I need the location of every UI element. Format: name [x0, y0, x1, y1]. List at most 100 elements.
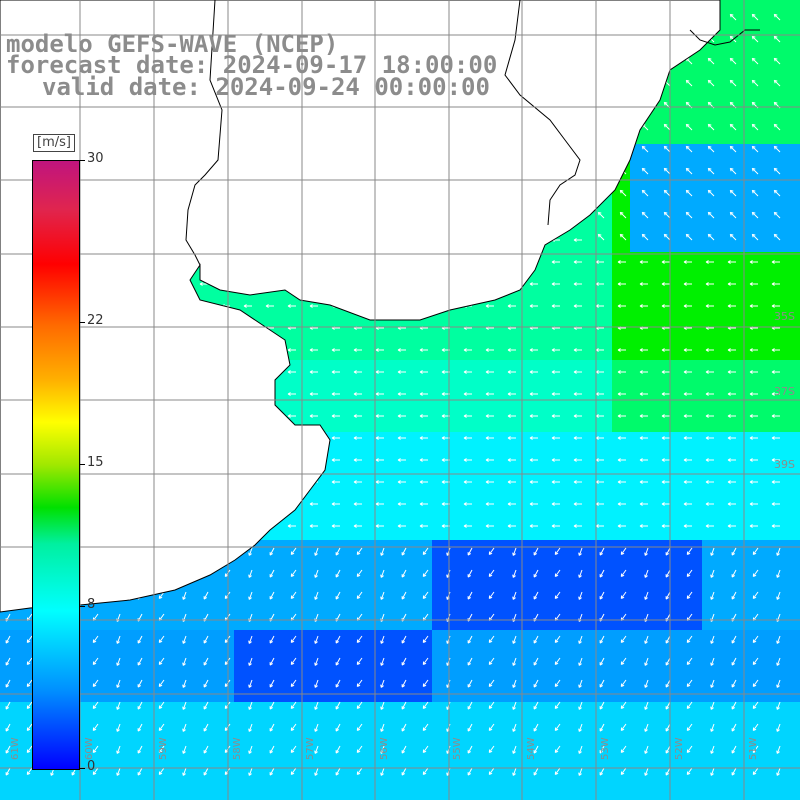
wind-arrow [26, 613, 33, 621]
field-cell [144, 684, 162, 702]
field-cell [630, 252, 648, 270]
field-cell [540, 432, 558, 450]
field-cell [558, 522, 576, 540]
wind-arrow-head [529, 371, 533, 374]
field-cell [612, 666, 630, 684]
field-cell [324, 576, 342, 594]
field-cell [18, 630, 36, 648]
wind-arrow-head [375, 371, 379, 374]
field-cell [414, 486, 432, 504]
field-cell [360, 702, 378, 720]
field-cell [594, 252, 612, 270]
field-cell [558, 360, 576, 378]
field-cell [738, 522, 756, 540]
field-cell [648, 126, 666, 144]
wind-arrow-head [771, 437, 775, 440]
field-cell [306, 558, 324, 576]
wind-arrow [314, 569, 319, 578]
wind-arrow-head [573, 261, 577, 264]
wind-arrow-head [489, 552, 493, 555]
field-cell [522, 756, 540, 774]
field-cell [792, 450, 800, 468]
wind-arrow-head [597, 212, 600, 216]
wind-arrow [663, 233, 671, 241]
wind-arrow-head [617, 349, 621, 352]
wind-arrow-head [749, 437, 753, 440]
field-cell [702, 666, 720, 684]
field-cell [558, 486, 576, 504]
field-cell [180, 756, 198, 774]
field-cell [792, 702, 800, 720]
field-cell [252, 666, 270, 684]
field-cell [216, 774, 234, 792]
field-cell [522, 522, 540, 540]
wind-arrow-head [683, 393, 687, 396]
wind-arrow-head [661, 415, 665, 418]
field-cell [216, 684, 234, 702]
field-cell [612, 450, 630, 468]
wind-arrow-head [727, 305, 731, 308]
wind-arrow [729, 233, 737, 241]
field-cell [342, 666, 360, 684]
wind-arrow [729, 211, 737, 219]
wind-arrow-head [419, 437, 423, 440]
field-cell [630, 792, 648, 800]
field-cell [324, 486, 342, 504]
field-cell [144, 774, 162, 792]
field-cell [684, 720, 702, 738]
wind-arrow-head [639, 261, 643, 264]
field-cell [144, 756, 162, 774]
wind-arrow-head [463, 503, 467, 506]
field-cell [540, 774, 558, 792]
field-cell [558, 432, 576, 450]
field-cell [450, 432, 468, 450]
field-cell [648, 486, 666, 504]
field-cell [666, 648, 684, 666]
field-cell [684, 234, 702, 252]
field-cell [360, 324, 378, 342]
wind-arrow-head [771, 349, 775, 352]
field-cell [612, 702, 630, 720]
field-cell [738, 594, 756, 612]
field-cell [324, 612, 342, 630]
wind-arrow-head [639, 283, 643, 286]
field-cell [306, 540, 324, 558]
field-cell [702, 306, 720, 324]
wind-arrow-head [707, 234, 710, 238]
field-cell [378, 666, 396, 684]
wind-arrow [776, 591, 781, 600]
field-cell [378, 414, 396, 432]
field-cell [378, 630, 396, 648]
field-cell [720, 504, 738, 522]
wind-arrow [731, 547, 737, 556]
field-cell [360, 774, 378, 792]
field-cell [504, 522, 522, 540]
field-cell [648, 288, 666, 306]
field-cell [522, 648, 540, 666]
field-cell [576, 468, 594, 486]
field-cell [522, 432, 540, 450]
field-cell [756, 720, 774, 738]
wind-arrow-head [485, 415, 489, 418]
wind-arrow-head [727, 415, 731, 418]
field-cell [396, 702, 414, 720]
wind-arrow-head [705, 305, 709, 308]
wind-arrow-head [771, 283, 775, 286]
field-cell [594, 378, 612, 396]
field-cell [468, 360, 486, 378]
field-cell [396, 450, 414, 468]
field-cell [756, 324, 774, 342]
field-cell [594, 558, 612, 576]
wind-arrow-head [463, 459, 467, 462]
field-cell [576, 306, 594, 324]
wind-arrow-head [309, 415, 313, 418]
wind-arrow-head [753, 552, 757, 555]
field-cell [792, 756, 800, 774]
field-cell [396, 684, 414, 702]
field-cell [702, 144, 720, 162]
field-cell [324, 648, 342, 666]
field-cell [342, 792, 360, 800]
field-cell [432, 684, 450, 702]
wind-arrow-head [639, 349, 643, 352]
wind-arrow-head [749, 393, 753, 396]
